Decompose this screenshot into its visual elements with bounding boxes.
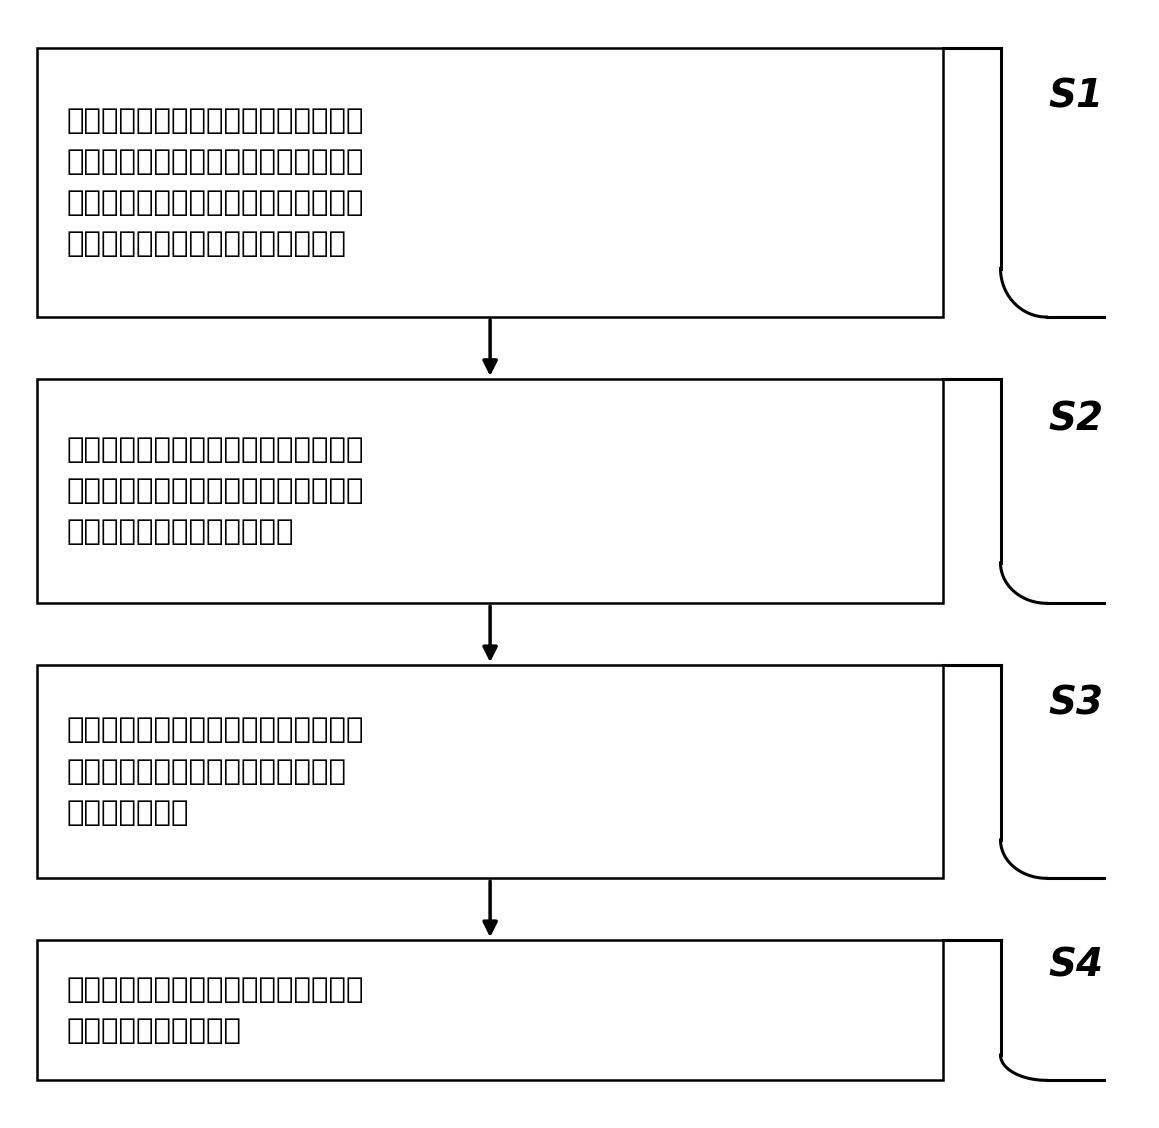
Text: S3: S3 [1048,685,1103,722]
Bar [37,47,942,317]
Text: 消除耦合区中的空气层，使得泵浦光纤
与保偏主光纤形成一体: 消除耦合区中的空气层，使得泵浦光纤 与保偏主光纤形成一体 [66,976,364,1045]
Bar [37,379,942,603]
Bar [37,940,942,1081]
FancyArrowPatch shape [484,320,496,372]
FancyArrowPatch shape [484,881,496,933]
Text: S2: S2 [1048,400,1103,438]
Text: 去除保偏主光纤的一部分涂覆层，露出
内包层形成连接部，在此过程中保持连
接部纤芯和应力结构的完整；将泵浦光
纤连接端处的涂覆层去除，露出包层: 去除保偏主光纤的一部分涂覆层，露出 内包层形成连接部，在此过程中保持连 接部纤芯… [66,106,364,258]
Text: 对泵浦光纤连接端处进行预处理，形成
与所述保偏主光纤连接部处的内包层径
向外表面形状互补的端面结构: 对泵浦光纤连接端处进行预处理，形成 与所述保偏主光纤连接部处的内包层径 向外表面… [66,435,364,546]
Text: 将泵浦光纤的端面结构与保偏主光纤连
接部内包层的径向外表面对应紧密配
合，形成耦合区: 将泵浦光纤的端面结构与保偏主光纤连 接部内包层的径向外表面对应紧密配 合，形成耦… [66,716,364,827]
FancyArrowPatch shape [484,606,496,659]
Text: S1: S1 [1048,77,1103,115]
Bar [37,666,942,879]
Text: S4: S4 [1048,946,1103,985]
